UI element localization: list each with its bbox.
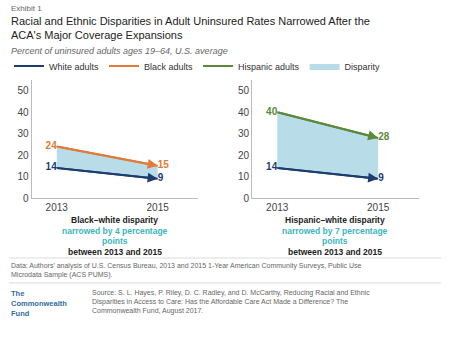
svg-text:Black–white disparity: Black–white disparity (71, 215, 158, 225)
svg-text:20: 20 (238, 150, 250, 161)
svg-text:30: 30 (238, 128, 250, 139)
svg-text:15: 15 (158, 159, 170, 170)
svg-text:20: 20 (17, 150, 29, 161)
svg-text:points: points (102, 236, 128, 246)
svg-text:Hispanic adults: Hispanic adults (238, 62, 300, 72)
svg-text:40: 40 (266, 106, 278, 117)
svg-text:30: 30 (17, 128, 29, 139)
svg-text:Black adults: Black adults (144, 62, 193, 72)
svg-text:TheCommonwealthFund: TheCommonwealthFund (11, 289, 67, 318)
svg-text:2015: 2015 (367, 202, 390, 213)
svg-text:Source: S. L. Hayes, P. Riley,: Source: S. L. Hayes, P. Riley, D. C. Rad… (92, 289, 370, 315)
svg-text:9: 9 (378, 172, 384, 183)
svg-text:10: 10 (17, 171, 29, 182)
svg-text:50: 50 (238, 85, 250, 96)
svg-text:2013: 2013 (266, 202, 289, 213)
svg-text:28: 28 (378, 131, 390, 142)
svg-text:Data: Authors' analysis of U.S: Data: Authors' analysis of U.S. Census B… (11, 262, 362, 279)
svg-text:narrowed by 7 percentage: narrowed by 7 percentage (282, 226, 388, 236)
svg-text:Racial and Ethnic Disparities: Racial and Ethnic Disparities in Adult U… (11, 15, 370, 41)
svg-text:0: 0 (23, 193, 29, 204)
svg-text:Hispanic–white disparity: Hispanic–white disparity (285, 215, 385, 225)
svg-text:points: points (322, 236, 348, 246)
svg-text:Exhibit 1: Exhibit 1 (11, 4, 42, 13)
svg-text:40: 40 (238, 107, 250, 118)
svg-text:2013: 2013 (46, 202, 69, 213)
svg-text:14: 14 (46, 161, 58, 172)
svg-text:10: 10 (238, 171, 250, 182)
svg-text:2015: 2015 (147, 202, 170, 213)
svg-text:40: 40 (17, 107, 29, 118)
svg-text:between 2013 and 2015: between 2013 and 2015 (68, 247, 162, 257)
svg-text:9: 9 (158, 172, 164, 183)
svg-text:0: 0 (243, 193, 249, 204)
svg-text:50: 50 (17, 85, 29, 96)
svg-text:between 2013 and 2015: between 2013 and 2015 (288, 247, 382, 257)
svg-text:White adults: White adults (49, 62, 99, 72)
svg-text:Disparity: Disparity (345, 62, 381, 72)
svg-text:14: 14 (266, 161, 278, 172)
svg-text:narrowed by 4 percentage: narrowed by 4 percentage (62, 226, 168, 236)
svg-text:Percent of uninsured adults ag: Percent of uninsured adults ages 19–64, … (11, 46, 228, 56)
svg-text:24: 24 (46, 140, 58, 151)
